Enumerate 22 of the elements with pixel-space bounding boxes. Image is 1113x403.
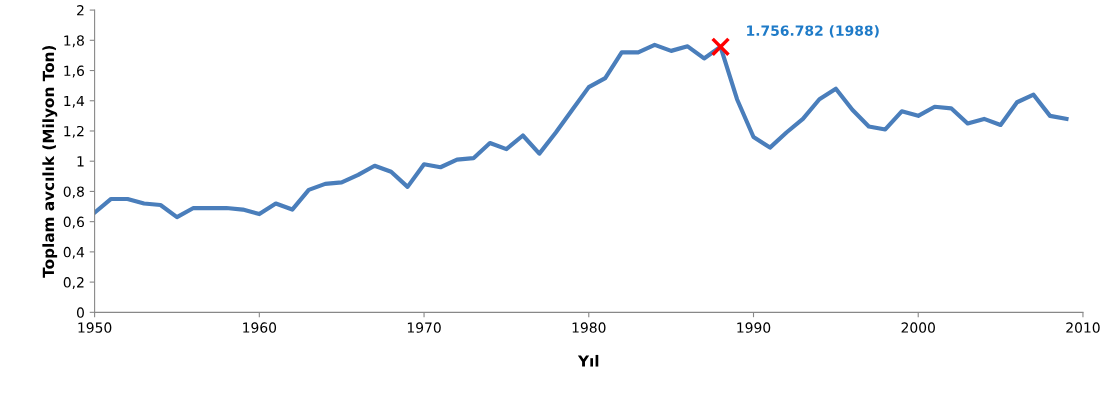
y-tick-label: 0,2 xyxy=(63,277,84,289)
x-tick-label: 2000 xyxy=(901,322,935,333)
y-tick-label: 0,4 xyxy=(63,246,85,259)
y-tick-label: 1,2 xyxy=(64,125,84,138)
y-tick-label: 0,8 xyxy=(63,186,84,199)
y-tick-label: 1,6 xyxy=(64,65,85,78)
x-tick-label: 1980 xyxy=(572,322,606,333)
y-tick-label: 1,4 xyxy=(64,95,85,108)
annotation: 1.756.782 (1988) xyxy=(747,25,879,38)
x-axis-title: Yıl xyxy=(577,354,599,367)
x-tick-label: 2010 xyxy=(1066,322,1100,333)
x-tick-label: 1950 xyxy=(78,322,112,333)
x-tick-label: 1970 xyxy=(407,322,441,333)
y-tick-label: 0 xyxy=(76,307,84,318)
y-tick-label: 0,6 xyxy=(63,216,85,229)
y-tick-label: 1,8 xyxy=(64,35,84,48)
y-tick-label: 2 xyxy=(77,5,84,16)
x-tick-label: 1960 xyxy=(243,322,277,333)
x-tick-label: 1990 xyxy=(737,322,771,333)
y-axis-title: Toplam avcılık (Milyon Ton) xyxy=(42,45,58,278)
y-tick-label: 1 xyxy=(77,156,84,167)
line-series xyxy=(94,42,1069,220)
